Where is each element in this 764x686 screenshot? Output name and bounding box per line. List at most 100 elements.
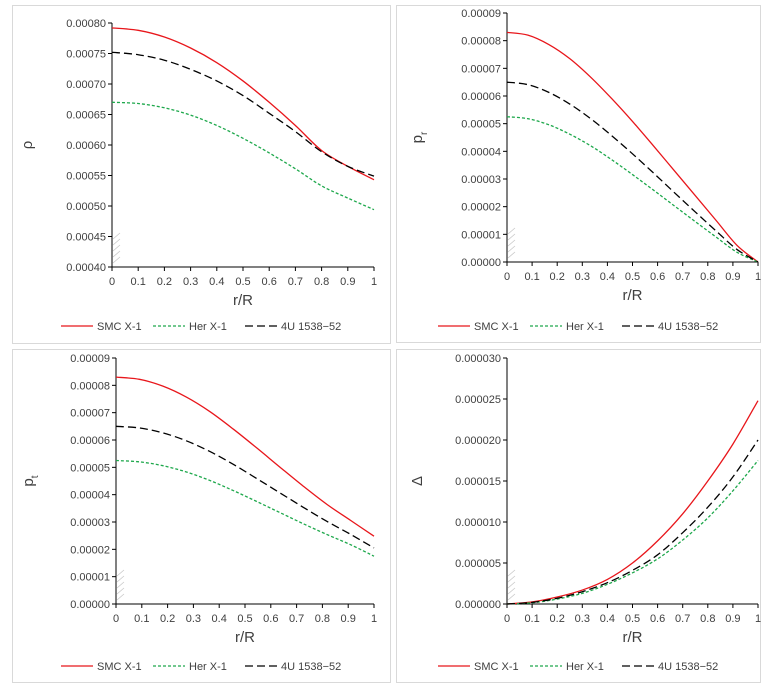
x-tick-label: 0.8 [314,276,329,288]
hatch-line [116,581,125,589]
y-tick-label: 0.00007 [70,408,110,420]
y-tick-label: 0.00002 [461,202,501,214]
y-tick-label: 0.00001 [70,572,110,584]
y-tick-label: 0.000015 [455,476,501,488]
x-tick-label: 0.7 [675,613,690,625]
hatch-line [112,244,121,252]
y-axis-title-subscript: r [419,131,430,135]
x-tick-label: 0.4 [209,276,224,288]
x-tick-label: 0.5 [625,271,640,283]
y-tick-label: 0.00006 [461,91,501,103]
x-tick-label: 0.8 [315,613,330,625]
legend-item: SMC X-1 [61,661,142,673]
legend-item: Her X-1 [153,321,227,333]
series-line-4u-1538-52 [111,51,375,177]
legend-item: Her X-1 [530,661,604,673]
hatch-line [507,587,516,595]
legend-label: Her X-1 [189,661,227,673]
hatch-line [112,250,121,258]
legend-item: Her X-1 [530,321,604,333]
panel-frame [12,349,391,683]
x-tick-label: 0.1 [524,613,539,625]
x-tick-label: 1 [371,276,377,288]
x-tick-label: 0.7 [289,613,304,625]
x-tick-label: 0.6 [650,613,665,625]
x-tick-label: 0.9 [340,276,355,288]
x-tick-label: 0.7 [675,271,690,283]
y-tick-label: 0.00050 [66,201,106,213]
panel-frame [396,349,761,683]
x-tick-label: 0 [504,613,510,625]
hatch-line [112,232,121,240]
y-tick-label: 0.00070 [66,79,106,91]
x-tick-label: 0.9 [725,271,740,283]
legend-label: 4U 1538−52 [658,661,718,673]
x-tick-label: 0.4 [212,613,227,625]
hatch-line [507,239,516,247]
x-tick-label: 0.8 [700,271,715,283]
hatch-line [507,251,516,259]
y-tick-label: 0.00065 [66,110,106,122]
x-tick-label: 0.7 [288,276,303,288]
legend-item: SMC X-1 [438,321,519,333]
x-tick-label: 0.3 [186,613,201,625]
y-tick-label: 0.000010 [455,517,501,529]
legend: SMC X-1 Her X-1 4U 1538−52 [438,661,718,673]
x-tick-label: 0.9 [725,613,740,625]
y-axis-title-main: p [20,478,37,486]
x-tick-label: 0.6 [263,613,278,625]
hatch-line [507,227,516,235]
y-tick-label: 0.00007 [461,63,501,75]
legend: SMC X-1 Her X-1 4U 1538−52 [61,661,341,673]
x-tick-label: 0 [504,271,510,283]
legend-label: Her X-1 [566,661,604,673]
x-tick-label: 1 [755,271,761,283]
y-tick-label: 0.000030 [455,353,501,365]
x-tick-label: 0.3 [183,276,198,288]
y-tick-label: 0.000025 [455,394,501,406]
series-line-smc-x-1 [506,400,759,605]
series-line-her-x-1 [506,460,759,605]
series-line-her-x-1 [111,101,375,211]
series-line-smc-x-1 [506,31,759,263]
hatch-line [507,581,516,589]
y-tick-label: 0.000005 [455,558,501,570]
x-tick-label: 0.5 [235,276,250,288]
y-tick-label: 0.00000 [461,257,501,269]
hatch-line [507,233,516,241]
x-axis-title: r/R [623,287,643,304]
series-line-her-x-1 [506,116,759,263]
y-axis-title-subscript: t [30,475,41,478]
hatch-line [116,593,125,601]
legend-label: 4U 1538−52 [281,661,341,673]
y-tick-label: 0.00040 [66,262,106,274]
x-tick-label: 0.5 [237,613,252,625]
x-tick-label: 0 [113,613,119,625]
y-tick-label: 0.00060 [66,140,106,152]
hatch-line [112,256,121,264]
x-tick-label: 0.3 [575,271,590,283]
y-tick-label: 0.00000 [70,599,110,611]
legend-item: 4U 1538−52 [245,321,341,333]
hatch-line [112,238,121,246]
hatch-line [116,575,125,583]
x-tick-label: 0.8 [700,613,715,625]
legend-item: SMC X-1 [61,321,142,333]
x-tick-label: 0.5 [625,613,640,625]
y-tick-label: 0.00001 [461,229,501,241]
y-tick-label: 0.00008 [461,36,501,48]
x-tick-label: 1 [371,613,377,625]
series-line-4u-1538-52 [115,425,375,549]
legend: SMC X-1 Her X-1 4U 1538−52 [61,321,341,333]
hatch-line [507,569,516,577]
origin-hatch [507,227,516,259]
hatch-line [507,593,516,601]
series-line-4u-1538-52 [506,81,759,263]
x-tick-label: 0.2 [157,276,172,288]
series-line-her-x-1 [115,459,375,557]
x-tick-label: 0.4 [600,271,615,283]
x-tick-label: 0.3 [575,613,590,625]
x-tick-label: 1 [755,613,761,625]
y-tick-label: 0.00003 [70,517,110,529]
